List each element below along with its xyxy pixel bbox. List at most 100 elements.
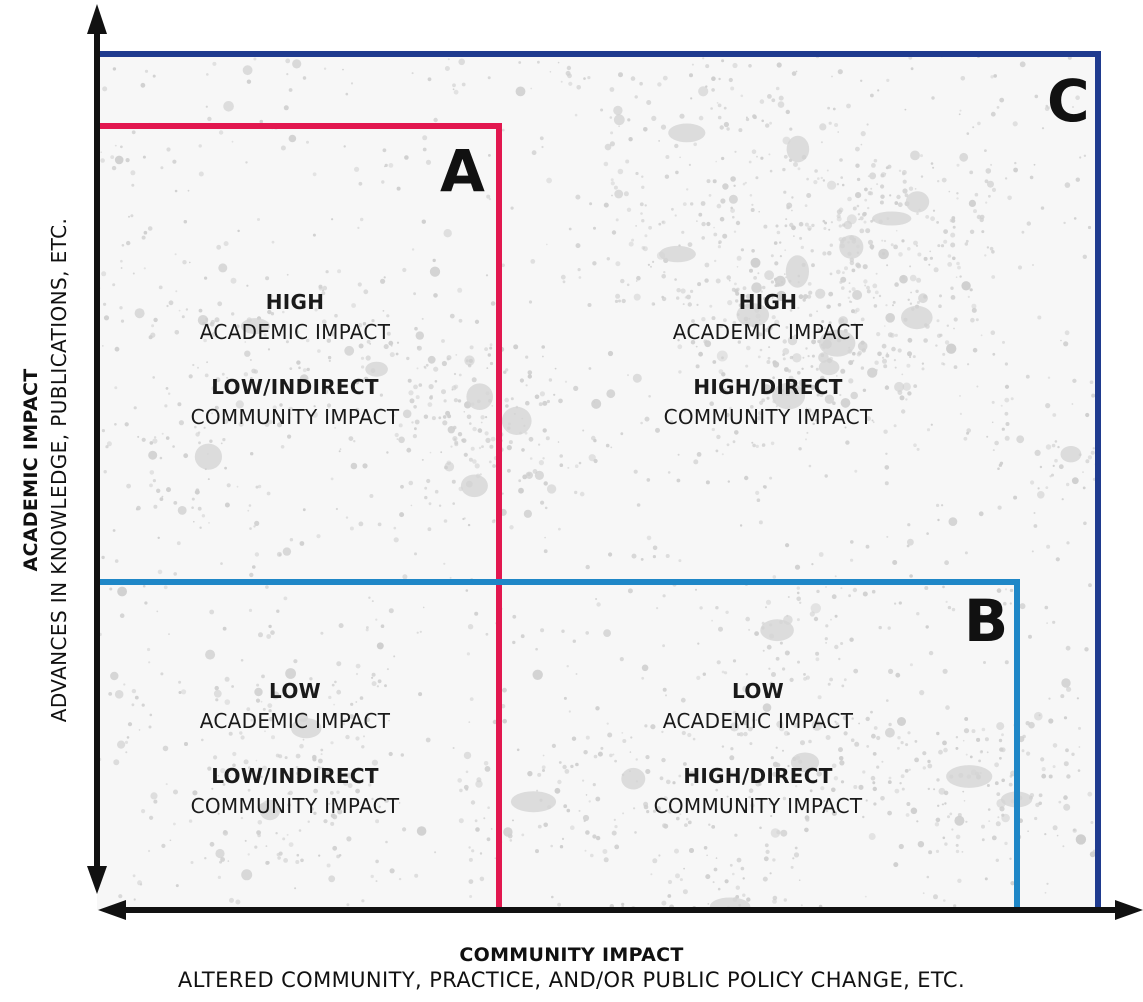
speckle-dot: [991, 421, 994, 424]
speckle-dot: [166, 147, 171, 152]
speckle-dot: [223, 101, 234, 112]
speckle-dot: [174, 330, 180, 335]
speckle-dot: [565, 70, 571, 76]
speckle-dot: [662, 594, 666, 598]
speckle-dot: [652, 809, 657, 813]
speckle-dot: [530, 259, 536, 264]
speckle-dot: [701, 236, 705, 240]
speckle-dot: [829, 272, 833, 276]
y-axis-label-group: ACADEMIC IMPACT ADVANCES IN KNOWLEDGE, P…: [0, 0, 90, 1002]
speckle-dot: [855, 307, 860, 312]
speckle-dot: [1000, 747, 1006, 753]
speckle-dot: [557, 61, 560, 64]
speckle-dot: [780, 829, 788, 837]
quadrant-academic-label: ACADEMIC IMPACT: [662, 709, 854, 733]
speckle-dot: [475, 780, 483, 788]
speckle-dot: [955, 849, 960, 854]
speckle-dot: [1061, 678, 1071, 688]
speckle-dot: [808, 464, 812, 468]
speckle-dot: [800, 904, 803, 907]
speckle-dot: [451, 388, 454, 391]
speckle-dot: [732, 62, 738, 69]
speckle-dot: [964, 242, 968, 246]
speckle-dot: [991, 400, 995, 404]
speckle-dot: [906, 363, 911, 368]
speckle-dot: [951, 216, 956, 220]
speckle-dot: [322, 285, 328, 291]
speckle-dot: [893, 862, 899, 868]
speckle-dot: [802, 332, 804, 335]
speckle-dot: [644, 724, 648, 728]
speckle-dot: [249, 359, 252, 361]
speckle-dot: [257, 218, 260, 221]
speckle-dot: [559, 463, 564, 468]
speckle-dot: [1004, 660, 1009, 665]
speckle-dot: [897, 717, 906, 726]
speckle-dot: [827, 682, 831, 686]
speckle-dot: [386, 668, 389, 671]
speckle-dot: [778, 297, 783, 301]
speckle-dot: [358, 181, 363, 186]
speckle-dot: [663, 271, 666, 274]
quadrant-bottom-right: LOW ACADEMIC IMPACT HIGH/DIRECT COMMUNIT…: [613, 676, 903, 821]
speckle-dot: [900, 741, 904, 745]
speckle-dot: [652, 555, 657, 559]
speckle-dot: [126, 736, 130, 739]
speckle-dot: [287, 803, 291, 807]
y-axis-arrow-down-icon: [87, 866, 107, 894]
speckle-dot: [578, 461, 582, 465]
speckle-dot: [536, 789, 539, 792]
speckle-dot: [711, 427, 715, 432]
speckle-dot: [559, 845, 564, 849]
speckle-dot: [600, 746, 604, 750]
speckle-dot: [128, 215, 130, 218]
speckle-dot: [603, 161, 609, 167]
speckle-dot: [732, 215, 735, 219]
speckle-dot: [371, 797, 374, 801]
speckle-dot: [488, 154, 491, 157]
speckle-dot: [414, 326, 418, 331]
speckle-dot: [182, 260, 187, 265]
speckle-dot: [1062, 845, 1065, 848]
speckle-dot: [441, 389, 446, 395]
speckle-dot: [346, 772, 353, 779]
speckle-dot: [257, 833, 261, 838]
speckle-dot: [834, 123, 839, 127]
speckle-dot: [394, 432, 399, 438]
speckle-dot: [248, 608, 253, 613]
speckle-dot: [922, 766, 926, 770]
speckle-dot: [583, 750, 588, 755]
speckle-dot: [1072, 106, 1074, 108]
speckle-dot: [181, 315, 185, 319]
speckle-dot: [999, 756, 1002, 760]
speckle-dot: [627, 118, 631, 122]
speckle-dot: [721, 453, 724, 456]
speckle-dot: [570, 764, 574, 769]
speckle-dot: [944, 802, 947, 805]
speckle-dot: [320, 753, 323, 756]
speckle-dot: [222, 626, 227, 631]
speckle-dot: [888, 668, 894, 675]
speckle-dot: [152, 74, 156, 78]
speckle-dot: [730, 747, 734, 751]
speckle-dot: [652, 260, 655, 263]
speckle-dot: [238, 421, 244, 427]
speckle-dot: [760, 290, 763, 293]
speckle-dot: [469, 895, 473, 898]
speckle-dot: [224, 699, 231, 705]
speckle-dot: [143, 267, 146, 270]
speckle-dot: [799, 601, 802, 604]
speckle-dot: [284, 756, 288, 760]
speckle-dot: [643, 801, 649, 807]
speckle-dot: [223, 830, 227, 834]
speckle-dot: [130, 170, 136, 176]
speckle-dot: [1001, 733, 1004, 737]
speckle-dot: [843, 678, 847, 682]
speckle-dot: [941, 504, 944, 507]
speckle-dot: [621, 732, 624, 734]
speckle-dot: [657, 82, 662, 87]
speckle-dot: [642, 246, 648, 252]
speckle-dot: [687, 732, 692, 738]
speckle-dot: [909, 302, 913, 305]
speckle-dot: [831, 75, 833, 78]
